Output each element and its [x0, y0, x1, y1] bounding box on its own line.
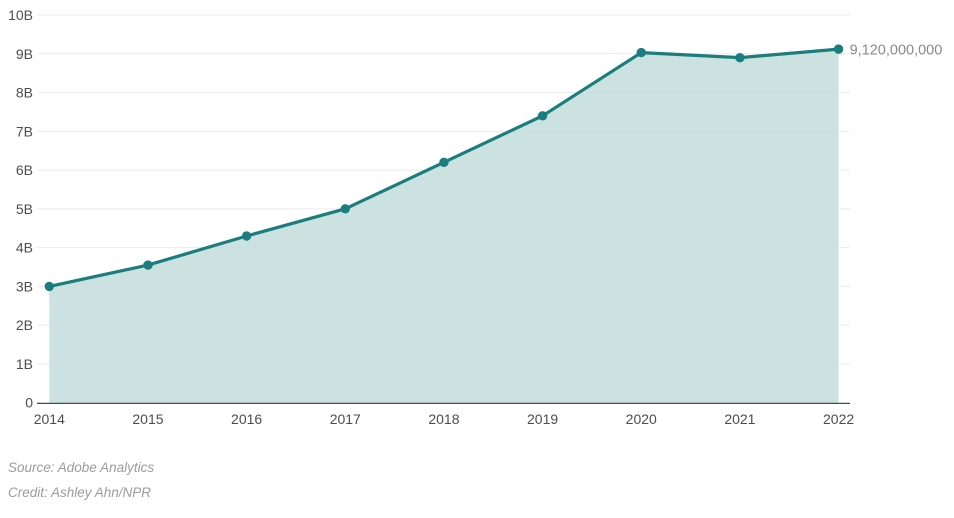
area-fill — [49, 49, 839, 404]
chart-canvas: 0 1B 2B 3B 4B 5B 6B 7B 8B 9B 10B 2014 2015 2016 2017 20… — [8, 7, 943, 427]
y-tick-label: 0 — [25, 395, 33, 411]
y-tick-label: 9B — [16, 46, 33, 62]
y-tick-label: 3B — [16, 278, 33, 294]
x-tick-label: 2018 — [428, 411, 459, 427]
y-tick-label: 6B — [16, 162, 33, 178]
y-tick-label: 2B — [16, 317, 33, 333]
data-point[interactable] — [833, 44, 844, 54]
end-value-label: 9,120,000,000 — [850, 42, 943, 58]
y-tick-label: 5B — [16, 201, 33, 217]
x-tick-label: 2020 — [626, 411, 657, 427]
data-point[interactable] — [340, 204, 350, 214]
y-tick-label: 8B — [16, 85, 33, 101]
data-point[interactable] — [44, 281, 54, 292]
x-tick-label: 2021 — [724, 411, 755, 427]
chart-footnote: Source: Adobe Analytics Credit: Ashley A… — [8, 455, 154, 505]
x-tick-label: 2022 — [823, 411, 854, 427]
online-spending-area-chart: 0 1B 2B 3B 4B 5B 6B 7B 8B 9B 10B 2014 2015 2016 2017 20… — [8, 7, 943, 427]
data-point[interactable] — [439, 157, 449, 168]
data-point[interactable] — [735, 52, 745, 63]
y-tick-label: 10B — [8, 7, 33, 23]
data-point[interactable] — [537, 111, 548, 121]
y-tick-label: 4B — [16, 240, 33, 256]
x-tick-label: 2016 — [231, 411, 262, 427]
y-tick-label: 7B — [16, 123, 33, 139]
x-tick-label: 2015 — [132, 411, 163, 427]
data-point[interactable] — [241, 231, 252, 241]
x-tick-label: 2014 — [34, 411, 65, 427]
data-point[interactable] — [636, 47, 646, 58]
source-line: Source: Adobe Analytics — [8, 460, 155, 475]
data-point[interactable] — [143, 260, 153, 270]
x-tick-label: 2017 — [330, 411, 361, 427]
y-tick-label: 1B — [16, 356, 33, 372]
x-tick-label: 2019 — [527, 411, 558, 427]
credit-line: Credit: Ashley Ahn/NPR — [8, 485, 152, 500]
